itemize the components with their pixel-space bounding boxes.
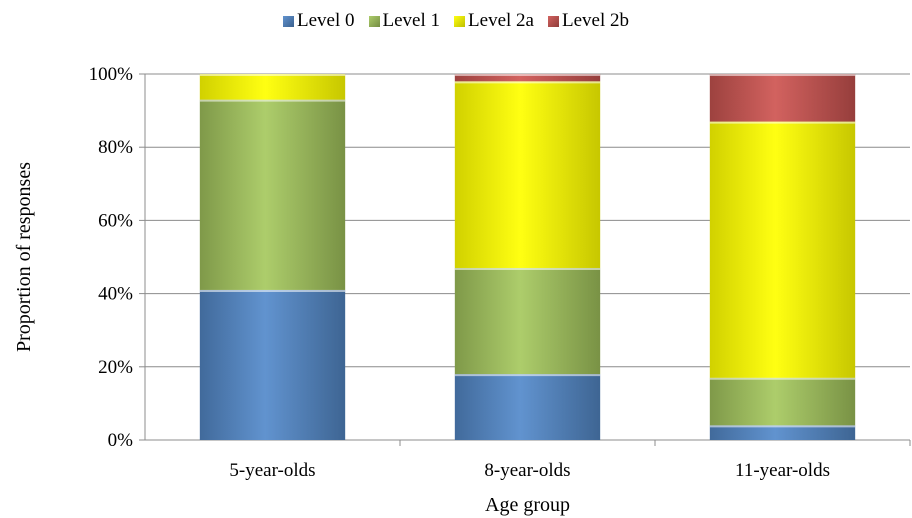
legend-swatch [454,15,466,27]
x-tick-label: 11-year-olds [735,460,830,481]
y-tick-label: 40% [98,284,133,305]
legend-label: Level 1 [382,10,441,31]
bar-segment [709,425,856,440]
legend-label: Level 2a [468,10,534,31]
y-tick-label: 80% [98,137,133,158]
bar-segment [454,81,601,268]
legend-item: Level 1 [368,10,441,32]
y-tick-label: 60% [98,210,133,231]
y-tick-label: 100% [89,64,134,85]
legend-item: Level 0 [283,10,355,32]
legend-item: Level 2b [547,10,629,32]
x-axis-title: Age group [485,494,570,516]
legend-swatch [368,15,380,27]
bar-segment [199,74,346,100]
bar-segment [709,121,856,378]
bar-segment [454,74,601,82]
legend-label: Level 0 [297,10,355,31]
legend-swatch [283,15,294,27]
legend-item: Level 2a [454,10,534,32]
y-tick-label: 20% [98,357,133,378]
legend-swatch [547,15,559,27]
legend-label: Level 2b [561,10,629,31]
bar-segment [454,267,601,375]
bar-segment [709,74,856,122]
y-axis-title: Proportion of responses [13,162,35,352]
x-tick-label: 5-year-olds [229,460,315,481]
legend: Level 0 Level 1 Level 2a Level 2b [0,10,912,32]
x-tick-label: 8-year-olds [484,460,570,481]
y-tick-label: 0% [108,430,134,451]
bar-segment [199,289,346,440]
bar-segment [709,377,856,426]
bar-segment [454,374,601,440]
bar-segment [199,99,346,290]
